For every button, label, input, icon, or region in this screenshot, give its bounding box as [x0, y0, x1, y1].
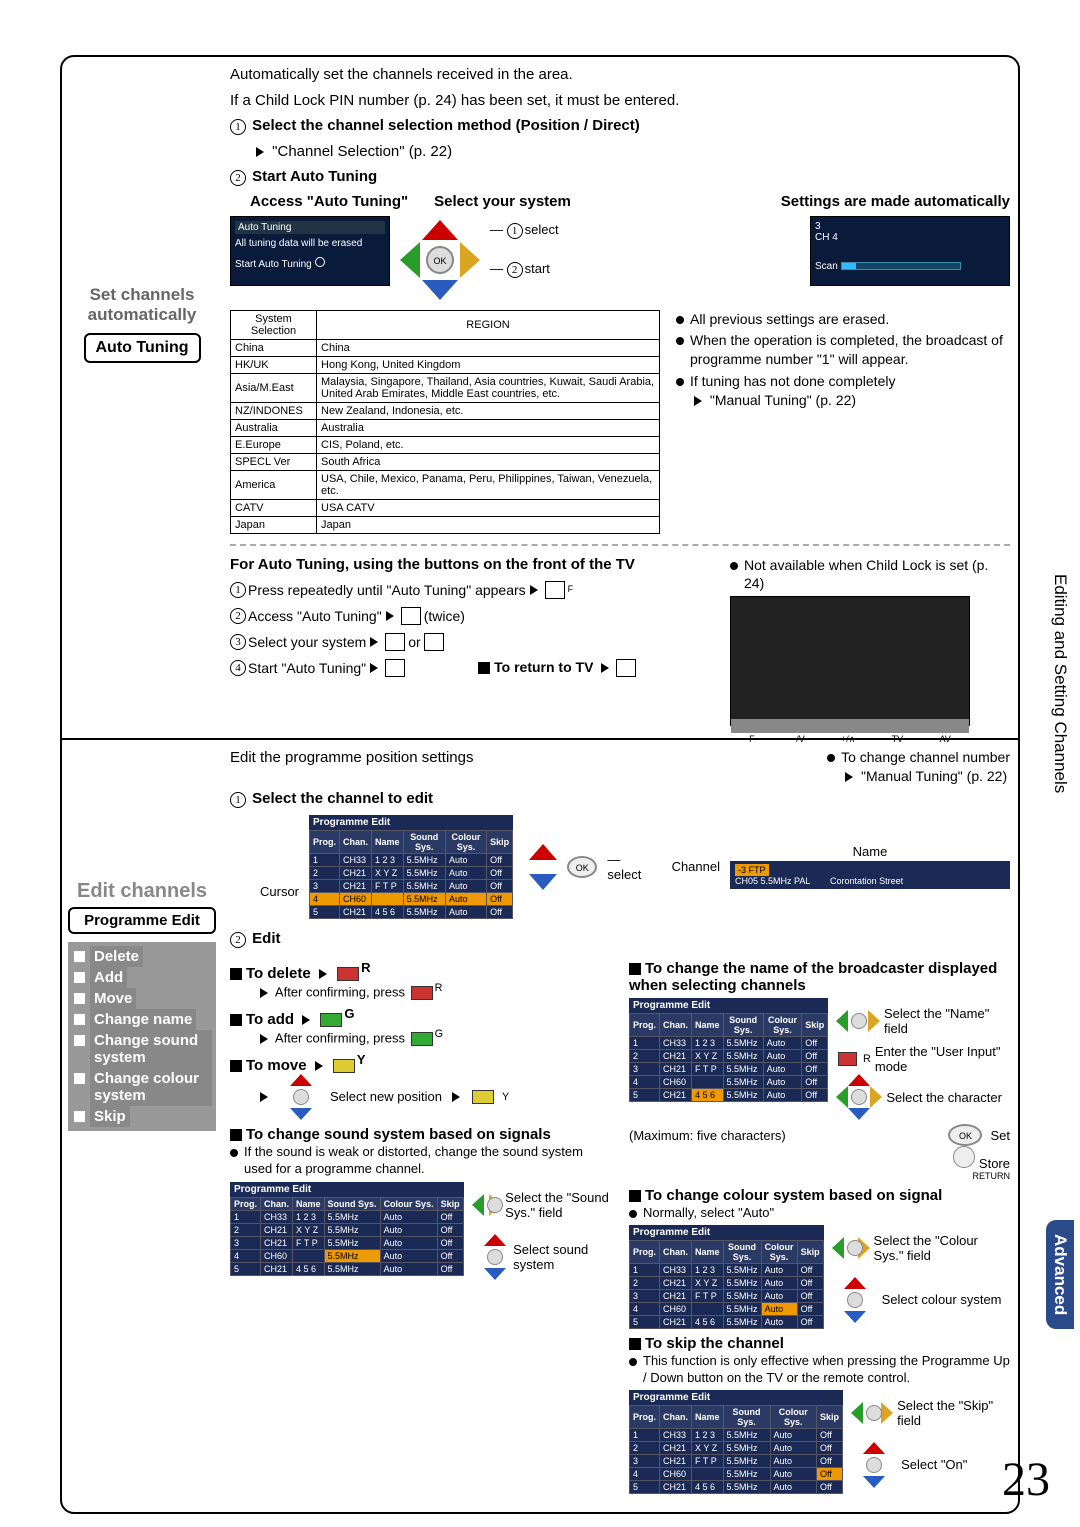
circled-1-icon: 1	[230, 119, 246, 135]
arrow-right-icon	[256, 147, 264, 157]
sec1-title-1: Set channels	[68, 285, 216, 305]
to-delete-label: To delete	[246, 965, 311, 982]
sec2-left: Edit channels Programme Edit Delete Add …	[62, 740, 222, 1511]
ok-button-icon: OK	[567, 856, 597, 878]
down-arrow-icon	[529, 874, 557, 890]
select-system-label: Select your system	[434, 193, 571, 210]
channel-label: Channel	[672, 859, 720, 874]
red-button-icon	[337, 967, 359, 981]
up-arrow-icon	[529, 844, 557, 860]
colour-sys-table: Programme EditProg.Chan.NameSound Sys.Co…	[629, 1225, 824, 1329]
nav-pad-icon: OK	[400, 220, 480, 300]
front-step-4: Start "Auto Tuning"	[248, 660, 366, 676]
sound-sys-table: Programme Edit Prog.Chan.NameSound Sys.C…	[230, 1182, 464, 1276]
page-number: 23	[1002, 1452, 1050, 1507]
notes-list: All previous settings are erased. When t…	[676, 310, 1010, 534]
skip-table: Programme EditProg.Chan.NameSound Sys.Co…	[629, 1390, 843, 1494]
tv-button-icon	[401, 607, 421, 625]
skip-channel-title: To skip the channel	[645, 1335, 784, 1352]
front-step-1: Press repeatedly until "Auto Tuning" app…	[248, 582, 526, 598]
nav-pad-small-icon	[278, 1074, 324, 1120]
change-colour-title: To change colour system based on signal	[645, 1187, 942, 1204]
select-channel-step: Select the channel to edit	[252, 790, 433, 807]
f-button-icon	[545, 581, 565, 599]
channel-info-strip: -3 FTP CH05 5.5MHz PAL Corontation Stree…	[730, 861, 1010, 889]
intro-2: If a Child Lock PIN number (p. 24) has b…	[230, 91, 1010, 111]
change-sound-title: To change sound system based on signals	[246, 1126, 551, 1143]
edit-step: Edit	[252, 930, 280, 947]
ok-button: OK	[948, 1124, 982, 1146]
front-step-2: Access "Auto Tuning"	[248, 608, 382, 624]
region-table: System SelectionREGION ChinaChinaHK/UKHo…	[230, 310, 660, 534]
select-label: select	[525, 222, 559, 237]
to-add-label: To add	[246, 1011, 294, 1028]
auto-tuning-screen: Auto Tuning All tuning data will be eras…	[230, 216, 390, 286]
change-name-title: To change the name of the broadcaster di…	[629, 960, 997, 994]
step1-bold: Select the channel selection method (Pos…	[252, 117, 640, 134]
name-label: Name	[730, 844, 1010, 859]
access-label: Access "Auto Tuning"	[250, 193, 408, 210]
programme-edit-table: Programme Edit Prog.Chan.NameSound Sys.C…	[309, 815, 513, 919]
not-available-note: Not available when Child Lock is set (p.…	[744, 556, 1010, 594]
name-edit-table: Programme Edit Prog.Chan.NameSound Sys.C…	[629, 998, 828, 1102]
to-move-label: To move	[246, 1057, 307, 1074]
step1-ref: "Channel Selection" (p. 22)	[272, 143, 452, 160]
step2-bold: Start Auto Tuning	[252, 168, 377, 185]
front-title: For Auto Tuning, using the buttons on th…	[230, 556, 716, 573]
cursor-label: Cursor	[260, 834, 299, 899]
programme-edit-badge: Programme Edit	[68, 907, 216, 934]
sec1-title-2: automatically	[68, 305, 216, 325]
yellow-button-icon	[333, 1059, 355, 1073]
settings-auto-label: Settings are made automatically	[781, 193, 1010, 210]
sec2-intro: Edit the programme position settings	[230, 748, 473, 783]
side-tab-advanced: Advanced	[1046, 1220, 1074, 1329]
to-return-label: To return to TV	[494, 659, 593, 675]
edit-channels-title: Edit channels	[68, 880, 216, 903]
circled-2-icon: 2	[230, 170, 246, 186]
front-step-3: Select your system	[248, 634, 366, 650]
select-label-2: select	[607, 867, 641, 882]
sec1-left: Set channels automatically Auto Tuning	[62, 57, 222, 738]
tv-front-illustration: F−/V+/∧TVAV	[730, 596, 970, 726]
side-tab-editing: Editing and Setting Channels	[1046, 560, 1074, 807]
dashed-separator	[230, 544, 1010, 546]
auto-tuning-badge: Auto Tuning	[84, 333, 201, 363]
start-label: start	[525, 261, 550, 276]
intro-1: Automatically set the channels received …	[230, 65, 1010, 85]
green-button-icon	[320, 1013, 342, 1027]
change-channel-number: To change channel number	[841, 749, 1010, 765]
scan-screen: 3 CH 4 Scan	[810, 216, 1010, 286]
